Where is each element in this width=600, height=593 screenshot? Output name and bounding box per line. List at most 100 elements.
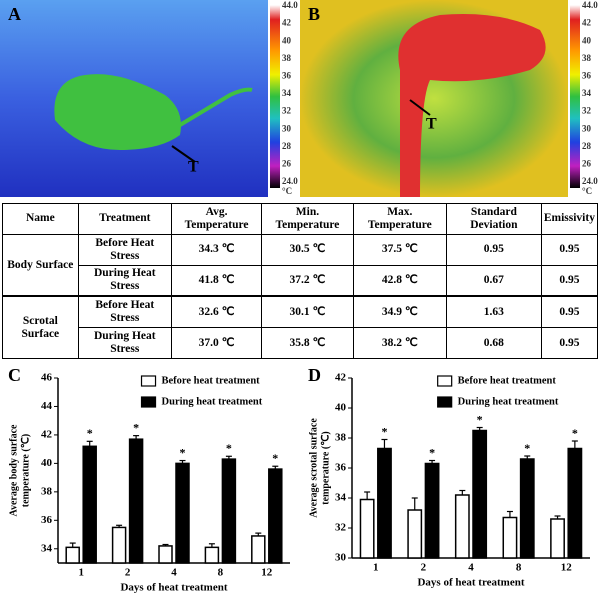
colorbar-label: 28	[282, 141, 292, 151]
x-tick-label: 12	[561, 562, 573, 574]
colorbar-label: 44.0	[582, 0, 598, 10]
table-cell: During Heat Stress	[77, 264, 172, 297]
legend-label: During heat treatment	[162, 396, 263, 407]
colorbar-label: 36	[282, 70, 292, 80]
y-tick-label: 34	[335, 492, 347, 504]
table-cell: 0.68	[445, 327, 542, 359]
colorbar-label: 36	[582, 70, 592, 80]
mouse-body	[54, 74, 181, 150]
y-tick-label: 38	[41, 485, 53, 497]
table-cell: Before Heat Stress	[77, 233, 172, 266]
bar	[454, 494, 470, 559]
table-cell: 30.5 ℃	[261, 233, 354, 266]
bar	[567, 447, 583, 559]
table-cell: 41.8 ℃	[170, 264, 263, 297]
table-cell: During Heat Stress	[77, 327, 172, 359]
panel-label: C	[8, 365, 21, 385]
table-cell: 35.8 ℃	[261, 327, 354, 359]
table-cell: 0.95	[540, 233, 599, 266]
arrow	[409, 99, 431, 116]
table-cell: 37.0 ℃	[170, 327, 263, 359]
y-tick-label: 42	[335, 372, 347, 384]
bar	[251, 535, 266, 564]
x-tick-label: 4	[468, 562, 474, 574]
x-tick-label: 8	[516, 562, 522, 574]
table-cell: 38.2 ℃	[352, 327, 447, 359]
y-axis-label: temperature (℃)	[320, 431, 331, 505]
colorbar-label: 32	[282, 106, 292, 116]
y-tick-label: 46	[41, 372, 53, 384]
bar	[424, 462, 440, 559]
legend-label: Before heat treatment	[458, 375, 557, 386]
table-cell: 0.95	[445, 233, 542, 266]
bar	[221, 458, 237, 564]
x-axis-label: Days of heat treatment	[417, 577, 524, 589]
table-row: During Heat Stress 37.0 ℃ 35.8 ℃ 38.2 ℃ 0.68…	[3, 327, 599, 359]
table-cell: Max. Temperature	[352, 203, 447, 235]
colorbar-label: 40	[582, 35, 592, 45]
table-row: Body Surface Before Heat Stress 34.3 ℃ 30.5…	[2, 233, 599, 297]
y-tick-label: 36	[335, 462, 347, 474]
y-tick-label: 30	[335, 552, 347, 564]
bar	[204, 546, 220, 564]
table-cell: 37.5 ℃	[352, 233, 447, 266]
panel-label: A	[8, 4, 21, 24]
table-cell: 30.1 ℃	[261, 295, 354, 329]
significance-marker: *	[524, 441, 530, 455]
y-axis-label: temperature (℃)	[20, 434, 31, 508]
table-cell: 0.67	[445, 264, 542, 297]
colorbar-unit: °C	[582, 186, 592, 196]
mouse-tail	[173, 87, 253, 130]
colorbar-label: 44.0	[282, 0, 298, 10]
data-table: Name Treatment Avg. Temperature Min. Temper…	[2, 203, 599, 360]
colorbar-label: 34	[282, 88, 292, 98]
x-tick-label: 12	[261, 567, 273, 579]
colorbar-label: 34	[582, 88, 592, 98]
table-cell: Min. Temperature	[261, 203, 354, 235]
panel-label: D	[308, 365, 321, 385]
x-tick-label: 2	[421, 562, 427, 574]
table-cell: Avg. Temperature	[170, 203, 263, 235]
bar	[519, 458, 535, 559]
legend-swatch	[140, 396, 157, 408]
significance-marker: *	[179, 445, 185, 459]
colorbar	[270, 5, 280, 188]
significance-marker: *	[226, 441, 232, 455]
bar	[359, 498, 375, 559]
table-cell: Scrotal Surface	[2, 295, 79, 360]
bar	[82, 445, 97, 564]
colorbar-label: 42	[282, 18, 292, 28]
bar	[377, 447, 392, 559]
table-row: Scrotal Surface Before Heat Stress 32.6 ℃ 3…	[2, 295, 599, 360]
rat-body	[398, 14, 546, 197]
x-tick-label: 8	[218, 567, 224, 579]
bar	[472, 429, 488, 559]
y-tick-label: 44	[41, 400, 53, 412]
legend-label: During heat treatment	[458, 396, 559, 407]
y-axis-label: Average scrotal surface	[308, 418, 319, 518]
x-axis-label: Days of heat treatment	[120, 582, 227, 593]
y-tick-label: 34	[41, 542, 53, 554]
significance-marker: *	[477, 412, 483, 426]
bar	[111, 526, 127, 564]
table-cell: Emissivity	[540, 203, 599, 235]
colorbar-label: 26	[582, 158, 592, 168]
table-cell: Treatment	[77, 203, 172, 235]
colorbar-label: 28	[582, 141, 592, 151]
colorbar-label: 38	[282, 53, 292, 63]
legend-swatch	[437, 396, 453, 408]
significance-marker: *	[429, 445, 435, 459]
significance-marker: *	[572, 426, 578, 440]
y-tick-label: 40	[41, 457, 53, 469]
bar	[502, 516, 518, 559]
legend-label: Before heat treatment	[162, 375, 261, 386]
panel-label: B	[308, 4, 320, 24]
header-row: Name Treatment Avg. Temperature Min. Temper…	[2, 203, 599, 235]
colorbar-label: 24.0	[582, 176, 598, 186]
table-row: During Heat Stress 41.8 ℃ 37.2 ℃ 42.8 ℃ 0.67…	[3, 264, 599, 297]
table-cell: 0.95	[540, 295, 599, 329]
colorbar-unit: °C	[282, 186, 292, 196]
colorbar-label: 24.0	[282, 176, 298, 186]
